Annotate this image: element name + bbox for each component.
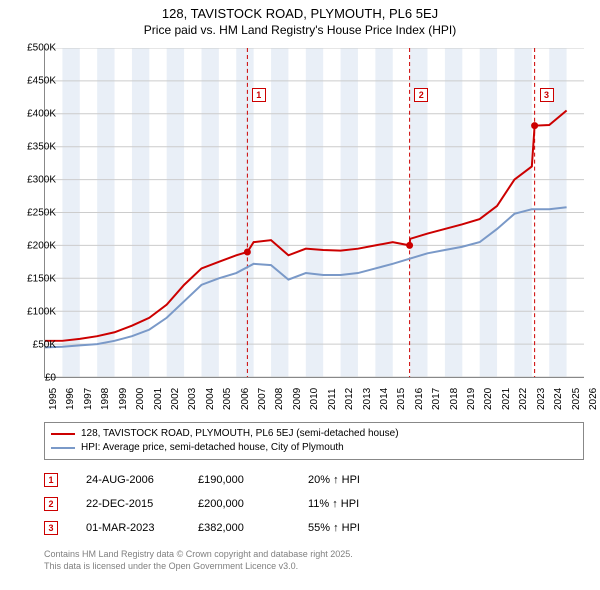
chart-title: 128, TAVISTOCK ROAD, PLYMOUTH, PL6 5EJ (0, 6, 600, 21)
x-tick-label: 2006 (240, 388, 251, 410)
event-row: 124-AUG-2006£190,00020% ↑ HPI (44, 468, 428, 492)
legend-item: HPI: Average price, semi-detached house,… (51, 441, 577, 455)
footer-line-2: This data is licensed under the Open Gov… (44, 560, 353, 572)
y-tick-label: £350K (27, 142, 56, 153)
event-date: 24-AUG-2006 (58, 474, 198, 486)
event-badge: 3 (44, 521, 58, 535)
y-tick-label: £400K (27, 109, 56, 120)
y-tick-label: £100K (27, 307, 56, 318)
chart-marker-badge: 1 (252, 88, 266, 102)
x-tick-label: 2001 (153, 388, 164, 410)
x-tick-label: 2011 (327, 388, 338, 410)
event-diff: 11% ↑ HPI (308, 498, 428, 510)
event-row: 222-DEC-2015£200,00011% ↑ HPI (44, 492, 428, 516)
legend-label: 128, TAVISTOCK ROAD, PLYMOUTH, PL6 5EJ (… (81, 427, 399, 441)
y-tick-label: £300K (27, 175, 56, 186)
event-badge: 1 (44, 473, 58, 487)
chart-marker-badge: 2 (414, 88, 428, 102)
x-tick-label: 2013 (362, 388, 373, 410)
x-tick-label: 2021 (501, 388, 512, 410)
x-tick-label: 2025 (571, 388, 582, 410)
chart-marker-badge: 3 (540, 88, 554, 102)
x-tick-label: 2007 (257, 388, 268, 410)
chart-subtitle: Price paid vs. HM Land Registry's House … (0, 23, 600, 37)
x-tick-label: 2010 (309, 388, 320, 410)
event-date: 01-MAR-2023 (58, 522, 198, 534)
x-tick-label: 2020 (483, 388, 494, 410)
x-tick-label: 2024 (553, 388, 564, 410)
x-tick-label: 2019 (466, 388, 477, 410)
y-tick-label: £450K (27, 76, 56, 87)
footer-attribution: Contains HM Land Registry data © Crown c… (44, 548, 353, 572)
footer-line-1: Contains HM Land Registry data © Crown c… (44, 548, 353, 560)
x-tick-label: 1995 (48, 388, 59, 410)
legend-swatch (51, 447, 75, 449)
legend-item: 128, TAVISTOCK ROAD, PLYMOUTH, PL6 5EJ (… (51, 427, 577, 441)
event-diff: 55% ↑ HPI (308, 522, 428, 534)
event-price: £200,000 (198, 498, 308, 510)
x-tick-label: 2012 (344, 388, 355, 410)
legend-swatch (51, 433, 75, 435)
x-tick-label: 2015 (396, 388, 407, 410)
legend-box: 128, TAVISTOCK ROAD, PLYMOUTH, PL6 5EJ (… (44, 422, 584, 460)
x-tick-label: 1998 (100, 388, 111, 410)
event-badge: 2 (44, 497, 58, 511)
x-tick-label: 1996 (65, 388, 76, 410)
x-tick-label: 1999 (118, 388, 129, 410)
x-tick-label: 2008 (274, 388, 285, 410)
chart-plot-area (44, 48, 584, 378)
title-block: 128, TAVISTOCK ROAD, PLYMOUTH, PL6 5EJ P… (0, 0, 600, 37)
event-price: £382,000 (198, 522, 308, 534)
x-tick-label: 2009 (292, 388, 303, 410)
x-tick-label: 2003 (187, 388, 198, 410)
y-tick-label: £50K (33, 340, 56, 351)
y-tick-label: £250K (27, 208, 56, 219)
y-tick-label: £150K (27, 274, 56, 285)
legend-label: HPI: Average price, semi-detached house,… (81, 441, 344, 455)
x-tick-label: 2000 (135, 388, 146, 410)
x-tick-label: 2014 (379, 388, 390, 410)
x-tick-label: 2016 (414, 388, 425, 410)
x-tick-label: 2002 (170, 388, 181, 410)
event-row: 301-MAR-2023£382,00055% ↑ HPI (44, 516, 428, 540)
x-tick-label: 2022 (518, 388, 529, 410)
x-tick-label: 2017 (431, 388, 442, 410)
x-tick-label: 2018 (449, 388, 460, 410)
event-date: 22-DEC-2015 (58, 498, 198, 510)
x-tick-label: 1997 (83, 388, 94, 410)
chart-svg (45, 48, 584, 377)
x-tick-label: 2026 (588, 388, 599, 410)
events-table: 124-AUG-2006£190,00020% ↑ HPI222-DEC-201… (44, 468, 428, 540)
event-price: £190,000 (198, 474, 308, 486)
event-diff: 20% ↑ HPI (308, 474, 428, 486)
x-tick-label: 2004 (205, 388, 216, 410)
y-tick-label: £500K (27, 43, 56, 54)
x-tick-label: 2023 (536, 388, 547, 410)
y-tick-label: £200K (27, 241, 56, 252)
x-tick-label: 2005 (222, 388, 233, 410)
y-tick-label: £0 (45, 373, 56, 384)
